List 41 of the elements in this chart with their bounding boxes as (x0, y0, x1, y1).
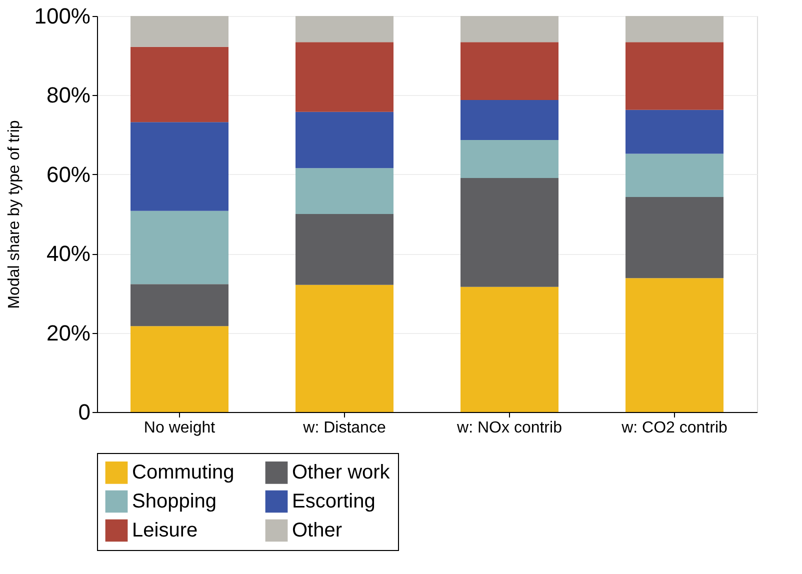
bar (296, 168, 394, 214)
bar (626, 110, 724, 154)
bar (626, 278, 724, 412)
bar (130, 284, 228, 326)
x-tick-label: w: NOx contrib (456, 420, 562, 436)
bar (296, 42, 394, 112)
bar (130, 210, 228, 284)
bar (626, 16, 724, 42)
bar (130, 326, 228, 412)
bar (626, 196, 724, 278)
bar (130, 46, 228, 122)
legend-label: Escorting (292, 490, 376, 512)
x-tick-label: w: Distance (302, 420, 386, 436)
x-tick-label: w: CO2 contrib (620, 420, 728, 436)
x-tick-label: No weight (144, 420, 216, 436)
y-tick-label: 100% (34, 4, 90, 28)
legend-label: Other work (292, 462, 391, 484)
legend-label: Shopping (132, 490, 217, 512)
y-tick-label: 0 (78, 400, 90, 424)
bar (460, 178, 558, 287)
y-axis-title: Modal share by type of trip (6, 120, 24, 309)
bar (296, 284, 394, 412)
bar (460, 16, 558, 42)
bar (460, 42, 558, 100)
bar (460, 100, 558, 140)
legend-label: Leisure (132, 520, 198, 542)
bar (296, 112, 394, 168)
y-tick-label: 20% (46, 320, 90, 346)
bar (460, 286, 558, 412)
y-tick-label: 60% (46, 162, 90, 187)
bar (460, 140, 558, 178)
bar (626, 154, 724, 197)
bar (626, 42, 724, 110)
bar (296, 16, 394, 42)
bar (130, 122, 228, 211)
legend-label: Commuting (132, 462, 234, 484)
legend-label: Other (292, 520, 342, 542)
y-tick-label: 40% (46, 241, 90, 266)
y-tick-label: 80% (46, 82, 90, 108)
bar (130, 16, 228, 47)
bar (296, 214, 394, 285)
